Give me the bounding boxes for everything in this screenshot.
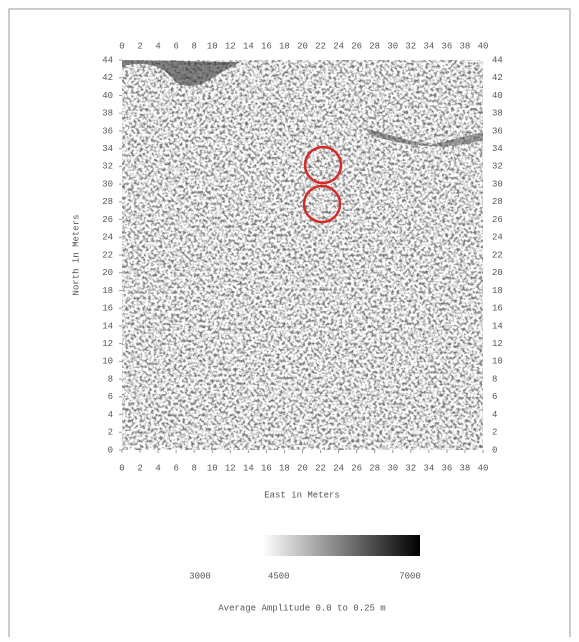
x-tick-label-top: 34: [423, 41, 434, 51]
x-tick-label: 32: [405, 463, 416, 473]
y-tick-label-right: 36: [492, 126, 503, 136]
x-tick-label: 4: [155, 463, 160, 473]
y-tick-label: 22: [102, 250, 113, 260]
x-tick-label: 20: [297, 463, 308, 473]
x-tick-label-top: 14: [243, 41, 254, 51]
y-tick-label-right: 14: [492, 321, 503, 331]
y-tick-label: 28: [102, 197, 113, 207]
y-tick-label: 8: [108, 374, 113, 384]
colorbar: [262, 535, 420, 556]
y-tick-label-right: 0: [492, 445, 497, 455]
y-tick-label-right: 42: [492, 73, 503, 83]
x-tick-label-top: 22: [315, 41, 326, 51]
x-tick-label: 36: [441, 463, 452, 473]
x-tick-label: 6: [173, 463, 178, 473]
x-tick-label: 10: [207, 463, 218, 473]
x-tick-label: 16: [261, 463, 272, 473]
x-tick-label-top: 26: [351, 41, 362, 51]
x-tick-label: 38: [460, 463, 471, 473]
colorbar-label: Average Amplitude 0.0 to 0.25 m: [218, 603, 385, 613]
y-tick-label-right: 22: [492, 250, 503, 260]
y-tick-label: 14: [102, 321, 113, 331]
y-tick-label: 24: [102, 233, 113, 243]
chart: East in Meters North in Meters Average A…: [0, 0, 579, 637]
y-tick-label: 44: [102, 55, 113, 65]
y-tick-label-right: 40: [492, 91, 503, 101]
x-axis-label: East in Meters: [264, 490, 340, 500]
x-tick-label-top: 12: [225, 41, 236, 51]
x-tick-label-top: 0: [119, 41, 124, 51]
y-tick-label: 0: [108, 445, 113, 455]
amplitude-texture: [122, 60, 483, 450]
y-tick-label-right: 38: [492, 109, 503, 119]
x-tick-label: 14: [243, 463, 254, 473]
y-tick-label-right: 34: [492, 144, 503, 154]
x-tick-label: 30: [387, 463, 398, 473]
y-tick-label: 20: [102, 268, 113, 278]
y-tick-label-right: 26: [492, 215, 503, 225]
x-tick-label-top: 18: [279, 41, 290, 51]
x-tick-label: 40: [478, 463, 489, 473]
y-tick-label-right: 44: [492, 55, 503, 65]
x-tick-label: 28: [369, 463, 380, 473]
y-tick-label-right: 20: [492, 268, 503, 278]
y-tick-label-right: 10: [492, 357, 503, 367]
y-tick-label: 36: [102, 126, 113, 136]
y-tick-label-right: 18: [492, 286, 503, 296]
y-tick-label: 2: [108, 428, 113, 438]
y-tick-label: 30: [102, 179, 113, 189]
x-tick-label-top: 10: [207, 41, 218, 51]
x-tick-label-top: 20: [297, 41, 308, 51]
y-tick-label: 40: [102, 91, 113, 101]
y-tick-label: 26: [102, 215, 113, 225]
y-tick-label-right: 4: [492, 410, 497, 420]
y-tick-label: 4: [108, 410, 113, 420]
x-tick-label-top: 38: [460, 41, 471, 51]
x-tick-label-top: 4: [155, 41, 160, 51]
x-tick-label-top: 40: [478, 41, 489, 51]
x-tick-label-top: 30: [387, 41, 398, 51]
colorbar-tick-label: 7000: [399, 571, 421, 581]
y-tick-label: 10: [102, 357, 113, 367]
y-axis-label: North in Meters: [71, 214, 81, 295]
y-tick-label-right: 12: [492, 339, 503, 349]
y-tick-label: 18: [102, 286, 113, 296]
y-tick-label: 16: [102, 304, 113, 314]
x-tick-label-top: 36: [441, 41, 452, 51]
x-tick-label-top: 16: [261, 41, 272, 51]
y-tick-label-right: 16: [492, 304, 503, 314]
x-tick-label: 0: [119, 463, 124, 473]
page: East in Meters North in Meters Average A…: [0, 0, 579, 642]
y-tick-label: 12: [102, 339, 113, 349]
y-tick-label-right: 8: [492, 374, 497, 384]
x-tick-label: 34: [423, 463, 434, 473]
y-tick-label-right: 32: [492, 162, 503, 172]
x-tick-label: 8: [191, 463, 196, 473]
colorbar-tick-label: 3000: [189, 571, 211, 581]
x-tick-label-top: 2: [137, 41, 142, 51]
x-tick-label: 22: [315, 463, 326, 473]
y-tick-label: 6: [108, 392, 113, 402]
x-tick-label: 12: [225, 463, 236, 473]
x-tick-label: 2: [137, 463, 142, 473]
y-tick-label: 42: [102, 73, 113, 83]
x-tick-label-top: 6: [173, 41, 178, 51]
x-tick-label: 26: [351, 463, 362, 473]
x-tick-label: 24: [333, 463, 344, 473]
y-tick-label-right: 28: [492, 197, 503, 207]
y-tick-label-right: 24: [492, 233, 503, 243]
x-tick-label-top: 32: [405, 41, 416, 51]
y-tick-label-right: 30: [492, 179, 503, 189]
y-tick-label: 34: [102, 144, 113, 154]
colorbar-tick-label: 4500: [268, 571, 290, 581]
y-tick-label-right: 2: [492, 428, 497, 438]
y-tick-label: 32: [102, 162, 113, 172]
x-tick-label: 18: [279, 463, 290, 473]
x-tick-label-top: 8: [191, 41, 196, 51]
x-tick-label-top: 24: [333, 41, 344, 51]
x-tick-label-top: 28: [369, 41, 380, 51]
y-tick-label: 38: [102, 109, 113, 119]
y-tick-label-right: 6: [492, 392, 497, 402]
